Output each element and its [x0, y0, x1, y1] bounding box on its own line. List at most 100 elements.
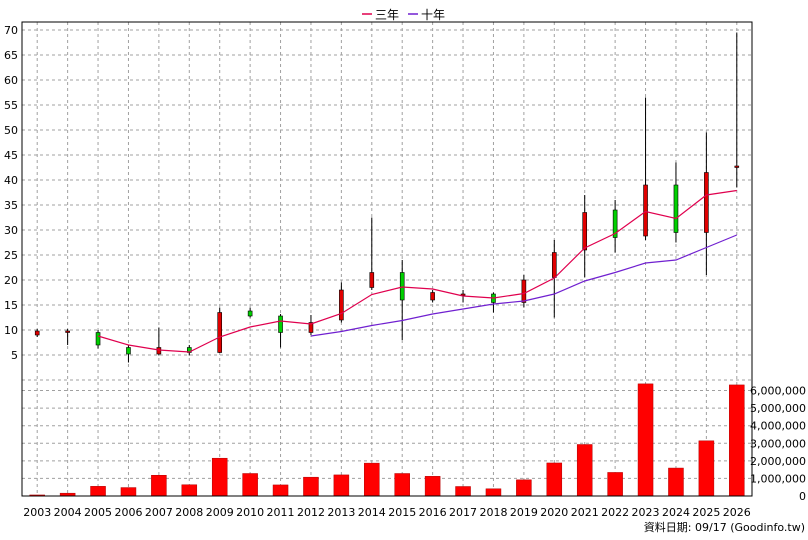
volume-tick-label: 4,000,000: [750, 420, 806, 433]
x-tick-label: 2015: [388, 506, 416, 519]
x-tick-label: 2007: [145, 506, 173, 519]
x-tick-label: 2017: [449, 506, 477, 519]
x-tick-label: 2014: [358, 506, 386, 519]
volume-tick-label: 5,000,000: [750, 402, 806, 415]
volume-bar: [455, 486, 471, 497]
volume-tick-label: 0: [799, 490, 806, 503]
candle-body-up: [551, 252, 557, 278]
x-axis: 2003 2004 2005 2006 2007 2008 2009 2010 2011 2012…: [23, 506, 751, 519]
candle-body-up: [65, 330, 70, 333]
volume-bar: [364, 462, 380, 497]
price-tick-label: 25: [4, 249, 18, 262]
candle-body-down: [95, 332, 101, 346]
x-tick-label: 2022: [601, 506, 629, 519]
candle-body-up: [643, 184, 648, 237]
candle-body-down: [247, 310, 253, 317]
candle-body-up: [521, 279, 527, 303]
x-tick-label: 2011: [267, 506, 295, 519]
candle-body-up: [430, 292, 435, 301]
footnote: 資料日期: 09/17 (Goodinfo.tw): [644, 520, 805, 534]
volume-bar: [272, 484, 289, 497]
x-tick-label: 2003: [23, 506, 51, 519]
plot-frame: [21, 21, 753, 497]
x-tick-label: 2019: [510, 506, 538, 519]
volume-bar: [546, 462, 563, 497]
candle-body-down: [612, 209, 618, 238]
price-tick-label: 15: [4, 299, 18, 312]
volume-bar: [516, 479, 532, 497]
price-tick-label: 30: [4, 224, 18, 237]
volume-bar: [607, 472, 623, 497]
volume-tick-label: 6,000,000: [750, 385, 806, 398]
candle-body-up: [339, 289, 344, 321]
volume-bars: [29, 383, 745, 497]
volume-bar: [637, 383, 654, 497]
volume-bar: [211, 457, 228, 497]
candle-body-down: [278, 315, 283, 333]
volume-bar: [120, 487, 137, 497]
price-tick-label: 70: [4, 24, 18, 37]
x-tick-label: 2006: [114, 506, 142, 519]
ma10-line: [310, 234, 738, 337]
candle-body-up: [369, 272, 375, 288]
legend-label-ma10: 十年: [421, 8, 445, 22]
volume-bar: [424, 476, 441, 497]
candle-body-up: [217, 312, 223, 353]
volume-bar: [394, 473, 410, 497]
x-tick-label: 2016: [419, 506, 447, 519]
x-tick-label: 2025: [692, 506, 720, 519]
x-tick-label: 2012: [297, 506, 325, 519]
candle-body-up: [156, 347, 162, 355]
price-tick-label: 35: [4, 199, 18, 212]
candle-body-down: [126, 347, 131, 355]
price-tick-label: 65: [4, 49, 18, 62]
volume-bar: [242, 473, 258, 497]
candle-body-up: [734, 165, 740, 168]
volume-bar: [668, 467, 684, 497]
x-tick-label: 2020: [540, 506, 568, 519]
x-tick-label: 2013: [327, 506, 355, 519]
volume-tick-label: 2,000,000: [750, 455, 806, 468]
candlesticks: [34, 32, 740, 363]
volume-bar: [151, 475, 167, 497]
price-tick-label: 60: [4, 74, 18, 87]
price-tick-label: 5: [11, 349, 18, 362]
price-tick-label: 40: [4, 174, 18, 187]
price-tick-label: 20: [4, 274, 18, 287]
candle-body-up: [308, 322, 314, 333]
volume-bar: [181, 484, 198, 497]
candle-body-down: [399, 272, 405, 301]
x-tick-label: 2008: [175, 506, 203, 519]
candle-body-down: [673, 184, 679, 233]
volume-bar: [698, 440, 715, 497]
legend: 三年 十年: [362, 8, 445, 22]
x-tick-label: 2021: [571, 506, 599, 519]
x-tick-label: 2018: [479, 506, 507, 519]
x-tick-label: 2009: [206, 506, 234, 519]
price-tick-label: 10: [4, 324, 18, 337]
candle-body-up: [34, 330, 40, 336]
volume-bar: [303, 476, 319, 497]
volume-tick-label: 3,000,000: [750, 437, 806, 450]
volume-axis: 0 1,000,000 2,000,000 3,000,000 4,000,000 5,0…: [750, 385, 806, 503]
volume-bar: [333, 474, 350, 497]
x-tick-label: 2005: [84, 506, 112, 519]
legend-label-ma3: 三年: [375, 8, 399, 22]
x-tick-label: 2004: [54, 506, 82, 519]
candle-body-up: [582, 212, 588, 251]
volume-bar: [729, 384, 745, 497]
volume-tick-label: 1,000,000: [750, 472, 806, 485]
volume-bar: [576, 444, 593, 497]
x-tick-label: 2026: [723, 506, 751, 519]
price-tick-label: 50: [4, 124, 18, 137]
x-tick-label: 2024: [662, 506, 690, 519]
price-tick-label: 45: [4, 149, 18, 162]
price-tick-label: 55: [4, 99, 18, 112]
candle-body-up: [704, 172, 709, 233]
volume-bar: [485, 488, 502, 497]
ma3-line: [97, 189, 737, 353]
price-axis: 5 10 15 20 25 30 35 40 45 50 55 60 65 70: [4, 24, 18, 362]
volume-bar: [90, 486, 106, 497]
moving-averages: [97, 189, 738, 353]
